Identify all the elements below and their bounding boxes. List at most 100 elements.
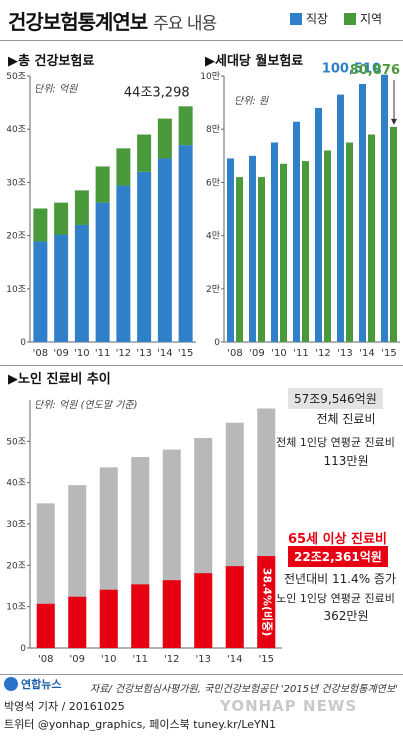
chart3-title: ▶노인 진료비 추이 xyxy=(8,372,111,387)
chart2-y-tick-label: 10만 xyxy=(200,71,220,82)
elderly-amount-box: 22조2,361억원 xyxy=(288,546,388,567)
chart1-bar-employee xyxy=(137,171,152,342)
chart2-bar-regional xyxy=(368,134,375,342)
chart2-bar-employee xyxy=(359,83,366,343)
chart3-x-tick-label: '08 xyxy=(38,654,53,665)
chart3-svg: 0 10조 20조 30조 40조 50조 '08 '09 '10 '11 '12 '13 '14 '15… xyxy=(6,400,282,665)
chart3-bar-elderly xyxy=(257,556,276,648)
chart2-bar-regional xyxy=(280,163,287,342)
chart1-y-tick-label: 50조 xyxy=(6,72,26,82)
chart2-y-tick-label: 4만 xyxy=(206,231,220,242)
byline: 박영석 기자 / 20161025 xyxy=(4,700,125,713)
chart3-y-tick-label: 40조 xyxy=(6,479,26,489)
total-per-capita-value: 113만원 xyxy=(323,454,369,468)
chart3-y-tick-label: 50조 xyxy=(6,437,26,447)
chart2-unit: 단위: 원 xyxy=(234,96,269,107)
chart1-y-tick-label: 30조 xyxy=(6,178,26,188)
legend-label-employee: 직장 xyxy=(306,12,329,26)
logo-icon xyxy=(4,677,18,691)
chart1-x-tick-label: '14 xyxy=(157,348,172,359)
chart1-bar-employee xyxy=(157,158,172,342)
chart2-x-tick-label: '10 xyxy=(271,348,286,359)
chart1-bar-employee xyxy=(95,202,110,342)
chart2-employee-label: 100,510 xyxy=(322,62,381,77)
chart1-y-tick-label: 10조 xyxy=(6,285,26,295)
chart3-share-label: 38.4%(비중) xyxy=(260,568,274,636)
divider-footer xyxy=(0,674,403,675)
legend-regional: 지역 xyxy=(344,10,382,27)
chart1-bar-regional xyxy=(33,208,48,242)
chart1-bar-employee xyxy=(74,224,89,342)
chart1-x-tick-label: '08 xyxy=(33,348,48,359)
chart2-bar-regional xyxy=(346,142,353,342)
chart3-unit: 단위: 억원 (연도말 기준) xyxy=(34,400,138,411)
chart3-y-tick-label: 20조 xyxy=(6,561,26,571)
elderly-per-capita-label: 노인 1인당 연평균 진료비 xyxy=(276,592,395,605)
chart3-x-tick-label: '15 xyxy=(259,654,274,665)
chart1-bar-employee xyxy=(54,234,69,342)
chart2-y-tick-label: 8만 xyxy=(206,124,220,135)
total-label: 전체 진료비 xyxy=(316,412,376,426)
social-links: 트위터 @yonhap_graphics, 페이스북 tuney.kr/LeYN… xyxy=(4,718,276,731)
legend-swatch-employee xyxy=(290,12,302,25)
divider-top xyxy=(0,40,403,41)
chart2-bar-employee xyxy=(249,155,256,342)
chart2-regional-arrow-head xyxy=(391,118,397,125)
page-title: 건강보험통계연보 주요 내용 xyxy=(8,6,217,35)
logo-text: 연합뉴스 xyxy=(21,678,62,691)
chart2-bar-employee xyxy=(381,74,388,342)
title-main: 건강보험통계연보 xyxy=(8,10,148,34)
chart2-bar-employee xyxy=(293,121,300,342)
chart2-x-tick-label: '08 xyxy=(227,348,242,359)
chart3-x-tick-label: '09 xyxy=(70,654,85,665)
chart2-title: ▶세대당 월보험료 xyxy=(205,54,304,69)
chart3-x-tick-label: '10 xyxy=(101,654,116,665)
chart2-bar-regional xyxy=(302,161,309,342)
chart1-bar-employee xyxy=(33,241,48,342)
chart3-bar-elderly xyxy=(99,589,118,648)
chart2-x-tick-label: '14 xyxy=(359,348,374,359)
title-subtitle: 주요 내용 xyxy=(153,14,217,34)
chart1-bar-employee xyxy=(178,145,193,342)
chart3-x-tick-label: '13 xyxy=(196,654,211,665)
legend-swatch-regional xyxy=(344,12,356,25)
chart2-bar-employee xyxy=(337,94,344,342)
total-amount-box: 57조9,546억원 xyxy=(288,388,383,409)
chart3-y-tick-label: 0 xyxy=(20,644,26,654)
chart3-bar-elderly xyxy=(162,580,181,648)
divider-middle xyxy=(0,365,403,366)
elderly-growth: 전년대비 11.4% 증가 xyxy=(284,572,396,586)
chart1-x-tick-label: '10 xyxy=(74,348,89,359)
chart2-y-tick-label: 0 xyxy=(214,338,220,348)
chart2-svg: 0 2만 4만 6만 8만 10만 '08 '09 '10 '11 '12 '13 '14 '15 100,… xyxy=(200,62,400,359)
chart1-bar-regional xyxy=(74,190,89,225)
chart1-x-tick-label: '11 xyxy=(95,348,110,359)
chart1-bar-regional xyxy=(116,148,131,186)
chart1-svg: 0 10조 20조 30조 40조 50조 '08 '09 '10 '11 '12 '13 '14 '15… xyxy=(6,72,196,359)
chart3-x-tick-label: '12 xyxy=(164,654,179,665)
chart1-x-tick-label: '09 xyxy=(53,348,68,359)
chart2-bar-employee xyxy=(271,142,278,342)
chart2-bar-regional xyxy=(258,177,265,342)
chart3-bar-elderly xyxy=(36,603,55,648)
chart1-y-tick-label: 20조 xyxy=(6,232,26,242)
legend-employee: 직장 xyxy=(290,10,328,27)
chart2-x-tick-label: '09 xyxy=(249,348,264,359)
legend-label-regional: 지역 xyxy=(360,12,383,26)
chart3-bar-elderly xyxy=(225,566,244,648)
chart1-unit: 단위: 억원 xyxy=(34,84,78,95)
chart1-bar-regional xyxy=(54,202,69,235)
chart1-bar-regional xyxy=(95,166,110,203)
chart2-bar-employee xyxy=(315,107,322,342)
chart2-regional-label: 80,876 xyxy=(350,63,400,78)
chart2-bar-regional xyxy=(390,126,397,342)
chart2-x-tick-label: '11 xyxy=(293,348,308,359)
chart2-bar-employee xyxy=(227,158,234,342)
chart3-bar-elderly xyxy=(131,584,150,648)
chart3-x-tick-label: '14 xyxy=(227,654,242,665)
yonhap-logo: 연합뉴스 xyxy=(4,676,61,692)
chart1-total-label: 44조3,298 xyxy=(124,85,190,100)
chart3-bar-elderly xyxy=(68,596,87,648)
chart1-bar-employee xyxy=(116,185,131,342)
